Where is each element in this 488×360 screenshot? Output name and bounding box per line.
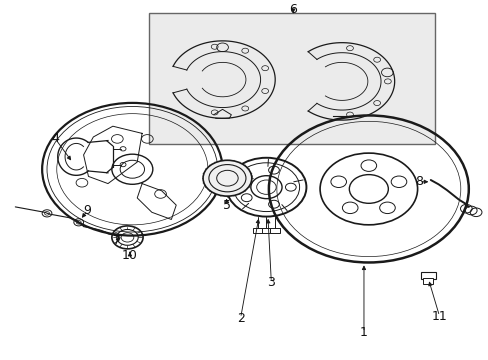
Text: 2: 2 bbox=[236, 311, 244, 325]
Circle shape bbox=[360, 160, 376, 171]
Circle shape bbox=[379, 202, 394, 213]
Text: 4: 4 bbox=[51, 132, 59, 145]
Text: 3: 3 bbox=[267, 276, 275, 289]
Text: 8: 8 bbox=[414, 175, 422, 188]
Text: 10: 10 bbox=[122, 249, 138, 262]
Circle shape bbox=[330, 176, 346, 188]
Bar bbox=[149, 13, 434, 144]
Bar bbox=[261, 228, 271, 233]
Text: 11: 11 bbox=[431, 310, 447, 323]
Circle shape bbox=[203, 160, 251, 196]
Text: 9: 9 bbox=[83, 204, 91, 217]
Text: 6: 6 bbox=[289, 3, 297, 16]
Bar bbox=[423, 278, 432, 284]
Bar bbox=[420, 272, 435, 279]
Bar bbox=[252, 228, 262, 233]
Text: 7: 7 bbox=[113, 234, 121, 247]
Circle shape bbox=[342, 202, 357, 213]
Text: 1: 1 bbox=[359, 326, 367, 339]
Circle shape bbox=[390, 176, 406, 188]
Text: 5: 5 bbox=[223, 199, 231, 212]
Bar bbox=[270, 228, 280, 233]
